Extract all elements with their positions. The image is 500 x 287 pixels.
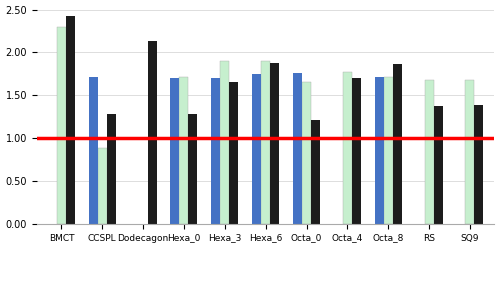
Bar — [270, 63, 279, 224]
Bar — [302, 82, 311, 224]
Bar — [107, 114, 116, 224]
Bar — [343, 72, 352, 224]
Bar — [180, 77, 188, 224]
Bar — [311, 120, 320, 224]
Bar — [293, 73, 302, 224]
Bar — [230, 82, 238, 224]
Bar — [212, 78, 220, 224]
Bar — [261, 61, 270, 224]
Bar — [188, 114, 198, 224]
Bar — [474, 105, 484, 224]
Bar — [220, 61, 230, 224]
Bar — [170, 78, 179, 224]
Bar — [384, 77, 392, 224]
Bar — [57, 27, 66, 224]
Bar — [148, 41, 156, 224]
Bar — [466, 80, 474, 224]
Bar — [352, 78, 361, 224]
Bar — [89, 77, 98, 224]
Bar — [424, 80, 434, 224]
Bar — [252, 74, 261, 224]
Bar — [66, 16, 75, 224]
Bar — [392, 64, 402, 224]
Bar — [434, 106, 442, 224]
Bar — [98, 148, 107, 224]
Bar — [374, 77, 384, 224]
